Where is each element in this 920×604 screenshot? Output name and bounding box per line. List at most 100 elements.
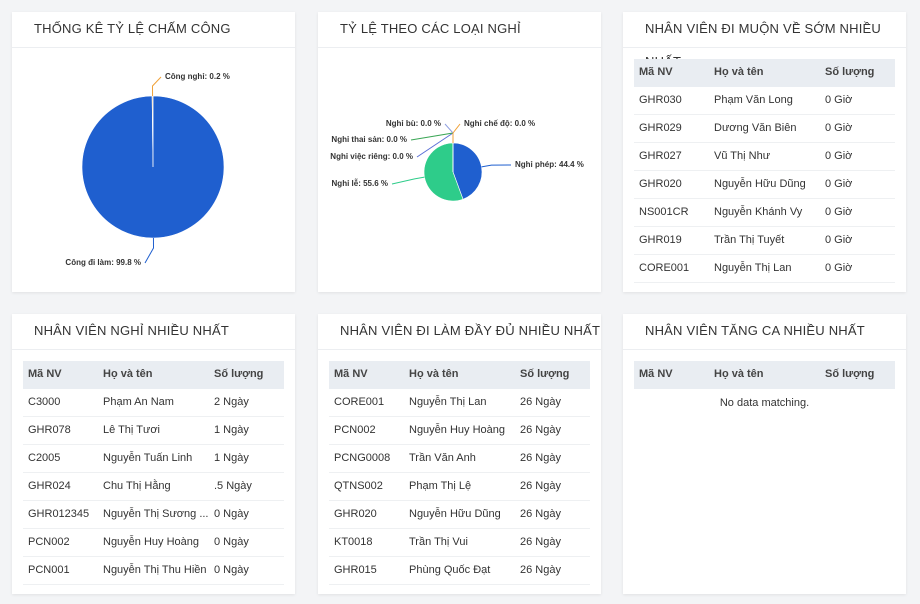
leader-line [410, 132, 454, 143]
slice-label: Công đi làm: 99.8 % [65, 258, 141, 267]
slice-label: Nghỉ chế độ: 0.0 % [464, 119, 535, 128]
pie-chart: Công đi làm: 99.8 % Công nghỉ: 0.2 % [65, 72, 230, 267]
table-row: CORE001 Nguyễn Thị Lan 26 Ngày [329, 389, 590, 417]
panel: TỶ LỆ THEO CÁC LOẠI NGHỈ Nghỉ phép: 44.4 … [318, 12, 601, 292]
table-cell: 1 Ngày [214, 424, 249, 436]
table-cell: GHR024 [28, 480, 71, 492]
table-cell: GHR078 [28, 424, 71, 436]
table-cell: 0 Ngày [214, 536, 249, 548]
table-cell: Phạm Văn Long [714, 94, 793, 106]
table-cell: 26 Ngày [520, 396, 561, 408]
table-cell: GHR012345 [28, 508, 90, 520]
table-header: Mã NV Họ và tên Số lượng [329, 361, 590, 389]
table-cell: QTNS002 [334, 480, 383, 492]
panel-title: THỐNG KÊ TỶ LỆ CHẤM CÔNG [12, 12, 295, 48]
table-cell: 0 Giờ [825, 178, 853, 190]
table-cell: Nguyễn Thị Lan [409, 396, 487, 408]
leader-line [144, 237, 155, 264]
table-cell: Trần Văn Anh [409, 452, 476, 464]
table-cell: KT0018 [334, 536, 373, 548]
panel: THỐNG KÊ TỶ LỆ CHẤM CÔNG Công đi làm: 99.… [12, 12, 295, 292]
empty-message: No data matching. [719, 397, 810, 409]
table-cell: C2005 [28, 452, 61, 464]
table-row: GHR012345 Nguyễn Thị Sương ... 0 Ngày [23, 501, 284, 529]
table-cell: 2 Ngày [214, 396, 249, 408]
table-cell: 0 Giờ [825, 150, 853, 162]
table-cell: 1 Ngày [214, 452, 249, 464]
table-cell: Trần Thị Vui [409, 536, 468, 548]
data-table: Mã NV Họ và tên Số lượng No data matching. [634, 361, 895, 417]
column-header: Họ và tên [103, 368, 153, 380]
slice-label: Nghỉ thai sản: 0.0 % [331, 135, 407, 144]
panel: NHÂN VIÊN NGHỈ NHIỀU NHẤT Mã NV Họ và tên S… [12, 314, 295, 594]
column-header: Số lượng [825, 368, 875, 380]
table-row: GHR078 Lê Thị Tươi 1 Ngày [23, 417, 284, 445]
panel-title: TỶ LỆ THEO CÁC LOẠI NGHỈ [318, 12, 601, 48]
pie-slice [423, 142, 464, 202]
table-cell: PCN002 [334, 424, 376, 436]
slice-label: Nghỉ lễ: 55.6 % [332, 179, 388, 188]
table-cell: CORE001 [639, 262, 690, 274]
table-cell: Nguyễn Huy Hoàng [103, 536, 200, 548]
table-cell: Phùng Quốc Đạt [409, 564, 491, 576]
table-cell: C3000 [28, 396, 61, 408]
table-row: GHR029 Dương Văn Biên 0 Giờ [634, 115, 895, 143]
table-cell: CORE001 [334, 396, 385, 408]
table-cell: Nguyễn Hữu Dũng [714, 178, 806, 190]
table-row: C2005 Nguyễn Tuấn Linh 1 Ngày [23, 445, 284, 473]
slice-label: Nghỉ phép: 44.4 % [515, 160, 584, 169]
table-cell: 26 Ngày [520, 508, 561, 520]
table-cell: 26 Ngày [520, 564, 561, 576]
table-header: Mã NV Họ và tên Số lượng [23, 361, 284, 389]
table-row: GHR020 Nguyễn Hữu Dũng 0 Giờ [634, 171, 895, 199]
table-cell: Vũ Thị Như [714, 150, 771, 162]
table-cell: GHR029 [639, 122, 682, 134]
table-header: Mã NV Họ và tên Số lượng [634, 361, 895, 389]
table-cell: Chu Thị Hằng [103, 480, 171, 492]
table-cell: Nguyễn Tuấn Linh [103, 452, 193, 464]
table-cell: PCN001 [28, 564, 70, 576]
table-row: C3000 Phạm An Nam 2 Ngày [23, 389, 284, 417]
column-header: Số lượng [520, 368, 570, 380]
table-row: PCN001 Nguyễn Thị Thu Hiền 0 Ngày [23, 557, 284, 585]
table-cell: Nguyễn Thị Lan [714, 262, 792, 274]
table-cell: .5 Ngày [214, 480, 252, 492]
table-cell: GHR020 [334, 508, 377, 520]
table-cell: 26 Ngày [520, 424, 561, 436]
column-header: Họ và tên [714, 368, 764, 380]
table-header: Mã NV Họ và tên Số lượng [634, 59, 895, 87]
data-table: Mã NV Họ và tên Số lượng C3000 Phạm An Nam 2 … [23, 361, 284, 585]
table-cell: Phạm Thị Lệ [409, 480, 472, 492]
pie-slice [452, 142, 483, 200]
column-header: Mã NV [639, 66, 673, 78]
table-row: GHR015 Phùng Quốc Đạt 26 Ngày [329, 557, 590, 585]
slice-label: Công nghỉ: 0.2 % [165, 72, 230, 81]
table-row: GHR027 Vũ Thị Như 0 Giờ [634, 143, 895, 171]
table-cell: GHR015 [334, 564, 377, 576]
table-row: QTNS002 Phạm Thị Lệ 26 Ngày [329, 473, 590, 501]
table-cell: Nguyễn Thị Thu Hiền [103, 564, 207, 576]
table-cell: 0 Giờ [825, 262, 853, 274]
table-cell: Nguyễn Huy Hoàng [409, 424, 506, 436]
column-header: Họ và tên [409, 368, 459, 380]
panel: NHÂN VIÊN ĐI LÀM ĐẦY ĐỦ NHIỀU NHẤT Mã NV H… [318, 314, 601, 594]
panel-title: NHÂN VIÊN ĐI MUỘN VỀ SỚM NHIỀU NHẤT [623, 12, 906, 69]
data-table: Mã NV Họ và tên Số lượng CORE001 Nguyễn Thị … [329, 361, 590, 585]
table-row: GHR030 Phạm Văn Long 0 Giờ [634, 87, 895, 115]
table-cell: Nguyễn Khánh Vy [714, 206, 803, 218]
table-cell: Phạm An Nam [103, 396, 174, 408]
table-row: PCN002 Nguyễn Huy Hoàng 0 Ngày [23, 529, 284, 557]
table-cell: Nguyễn Thị Sương ... [103, 508, 209, 520]
table-row: CORE001 Nguyễn Thị Lan 0 Giờ [634, 255, 895, 283]
column-header: Mã NV [334, 368, 368, 380]
panel-title: NHÂN VIÊN TĂNG CA NHIỀU NHẤT [623, 314, 906, 350]
leader-line [391, 176, 425, 185]
table-cell: 0 Giờ [825, 122, 853, 134]
table-row: PCNG0008 Trần Văn Anh 26 Ngày [329, 445, 590, 473]
panel: NHÂN VIÊN TĂNG CA NHIỀU NHẤT Mã NV Họ và t… [623, 314, 906, 594]
panel-title: NHÂN VIÊN NGHỈ NHIỀU NHẤT [12, 314, 295, 350]
table-cell: 26 Ngày [520, 480, 561, 492]
